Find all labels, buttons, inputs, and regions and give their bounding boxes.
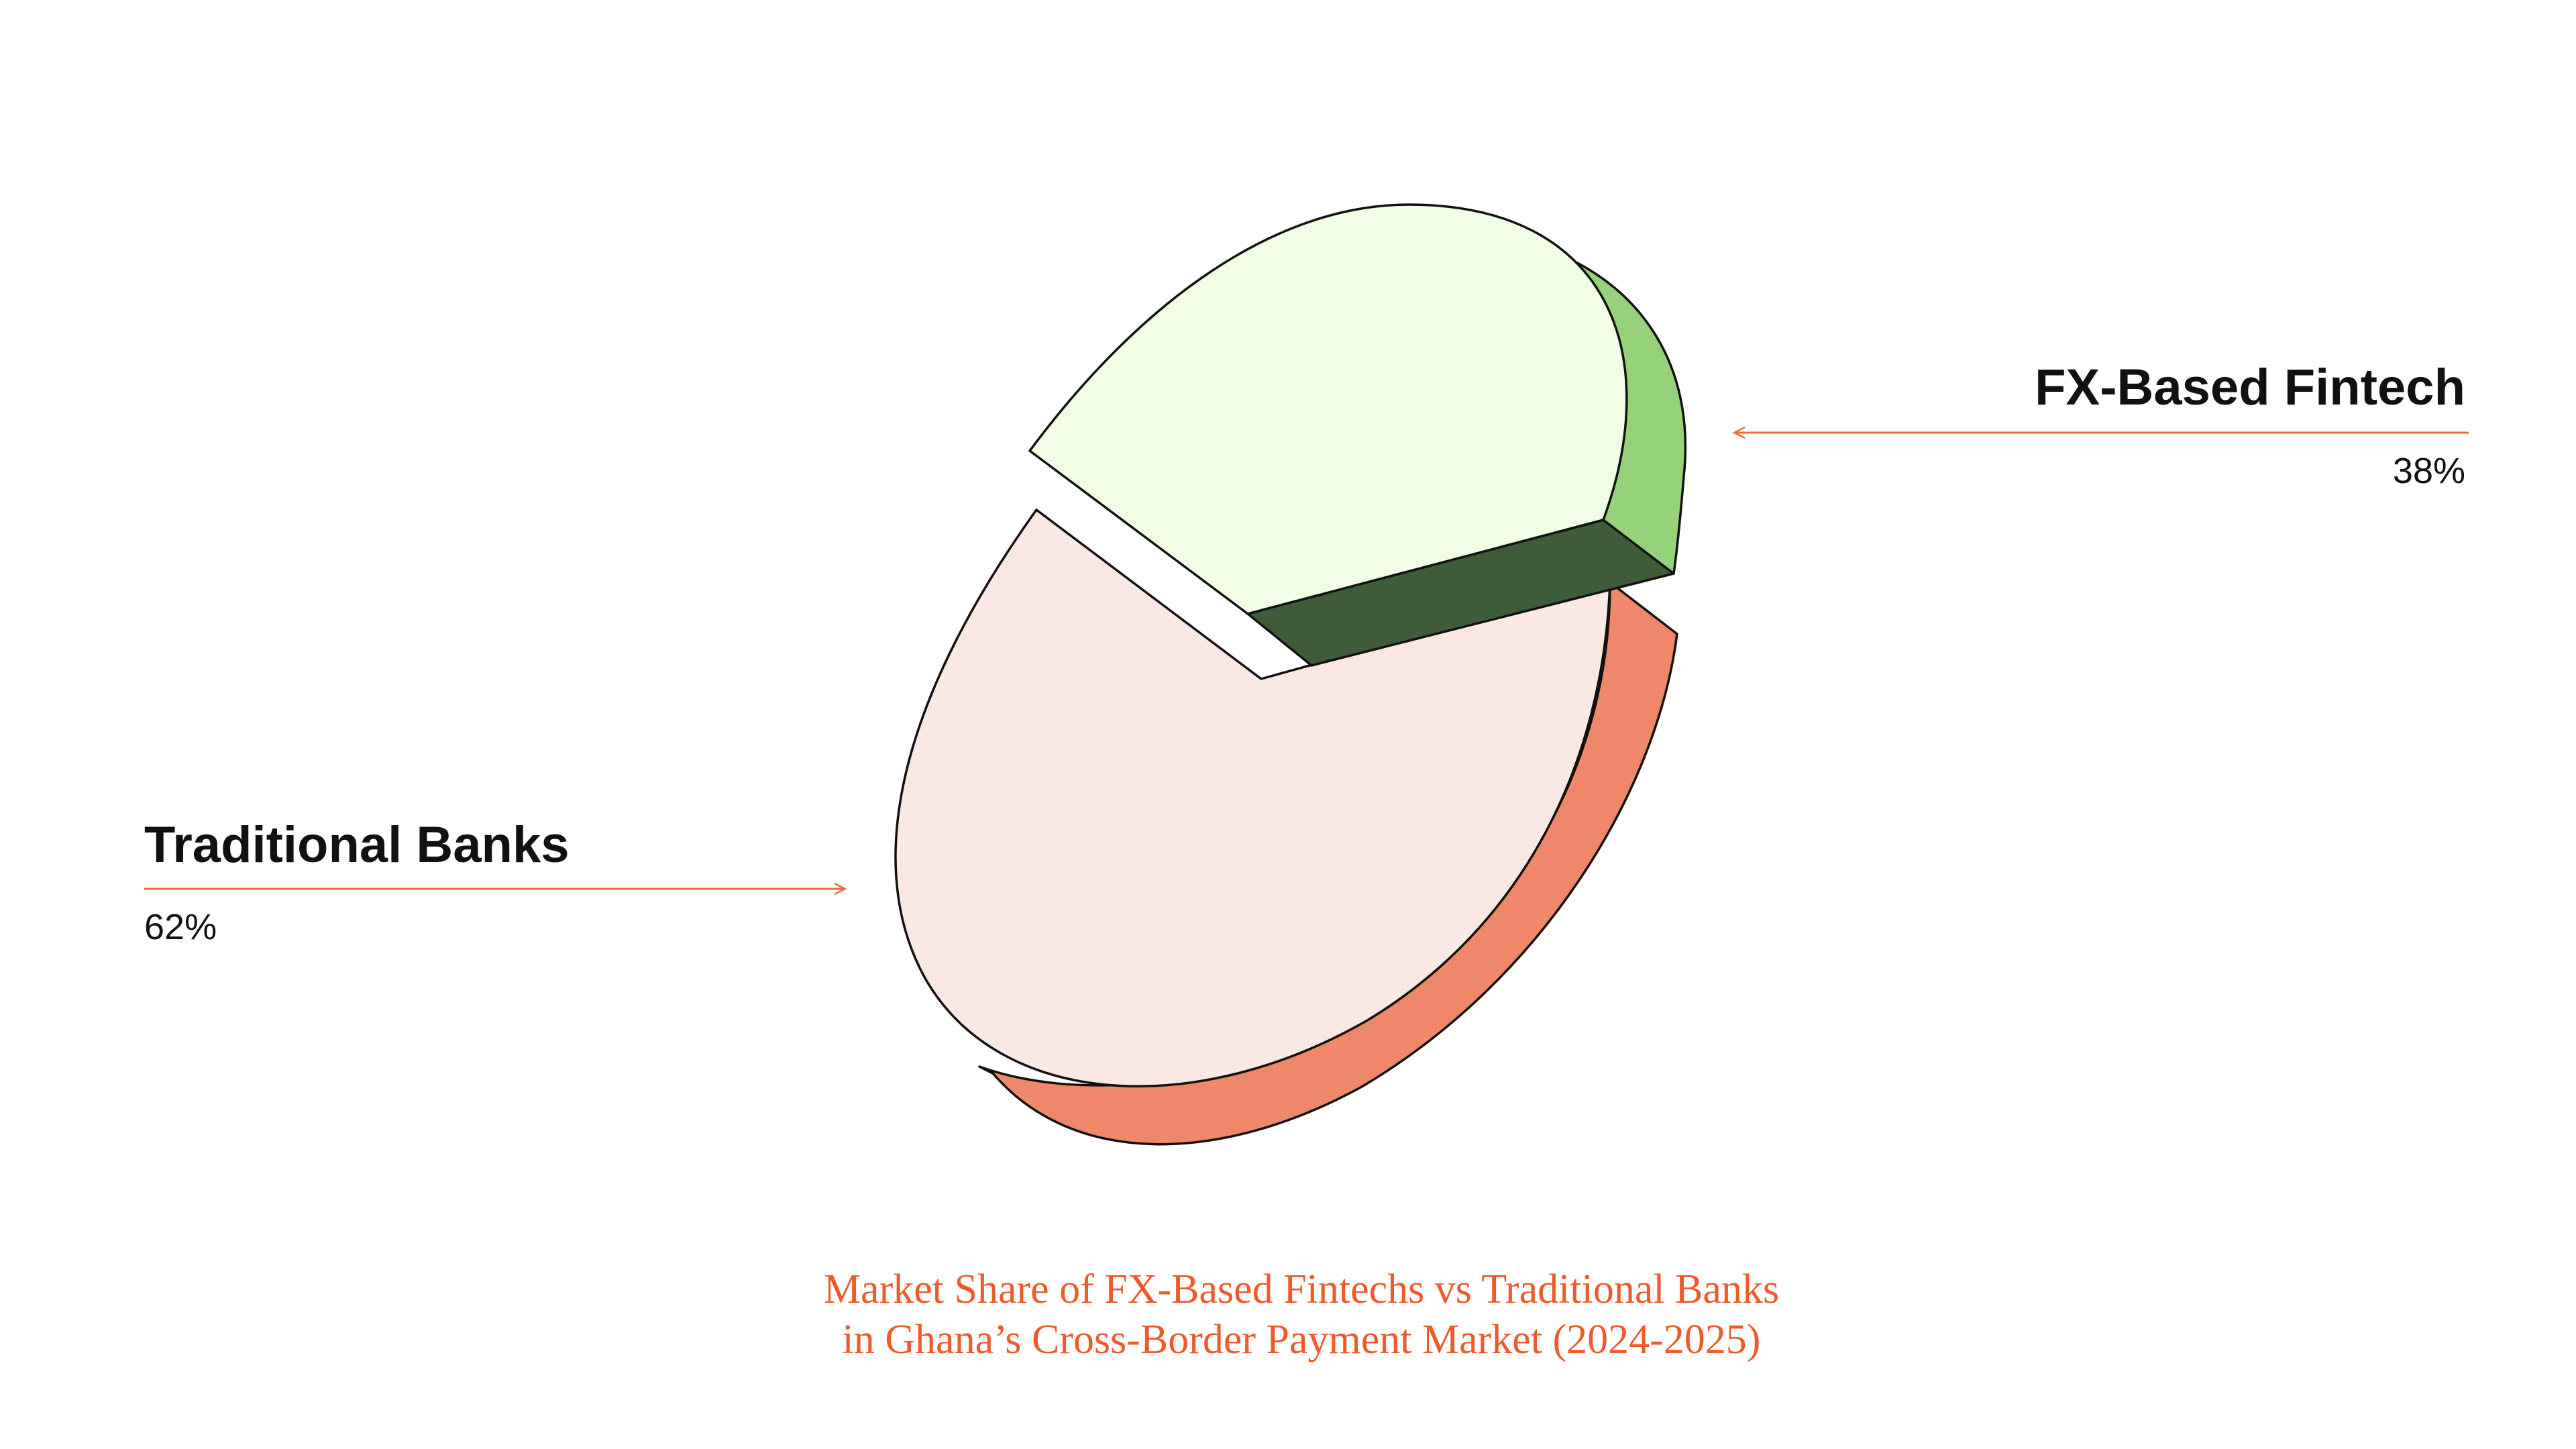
- label-fx-based-fintech: FX-Based Fintech 38%: [1734, 359, 2469, 491]
- slice-fx-based-fintech: [1028, 203, 1687, 667]
- label-traditional-banks: Traditional Banks 62%: [144, 816, 845, 947]
- label-fx-based-fintech-value: 38%: [2393, 451, 2465, 491]
- slice-fx-based-fintech-top: [1028, 203, 1628, 615]
- slice-traditional-banks-top: [894, 508, 1611, 1087]
- label-fx-based-fintech-name: FX-Based Fintech: [2035, 359, 2465, 416]
- label-traditional-banks-value: 62%: [144, 907, 217, 947]
- chart-title: Market Share of FX-Based Fintechs vs Tra…: [824, 1267, 1779, 1362]
- chart-title-line-2: in Ghana’s Cross-Border Payment Market (…: [843, 1317, 1761, 1362]
- label-traditional-banks-name: Traditional Banks: [144, 816, 570, 873]
- slice-traditional-banks: [894, 508, 1678, 1146]
- chart-title-line-1: Market Share of FX-Based Fintechs vs Tra…: [824, 1267, 1779, 1312]
